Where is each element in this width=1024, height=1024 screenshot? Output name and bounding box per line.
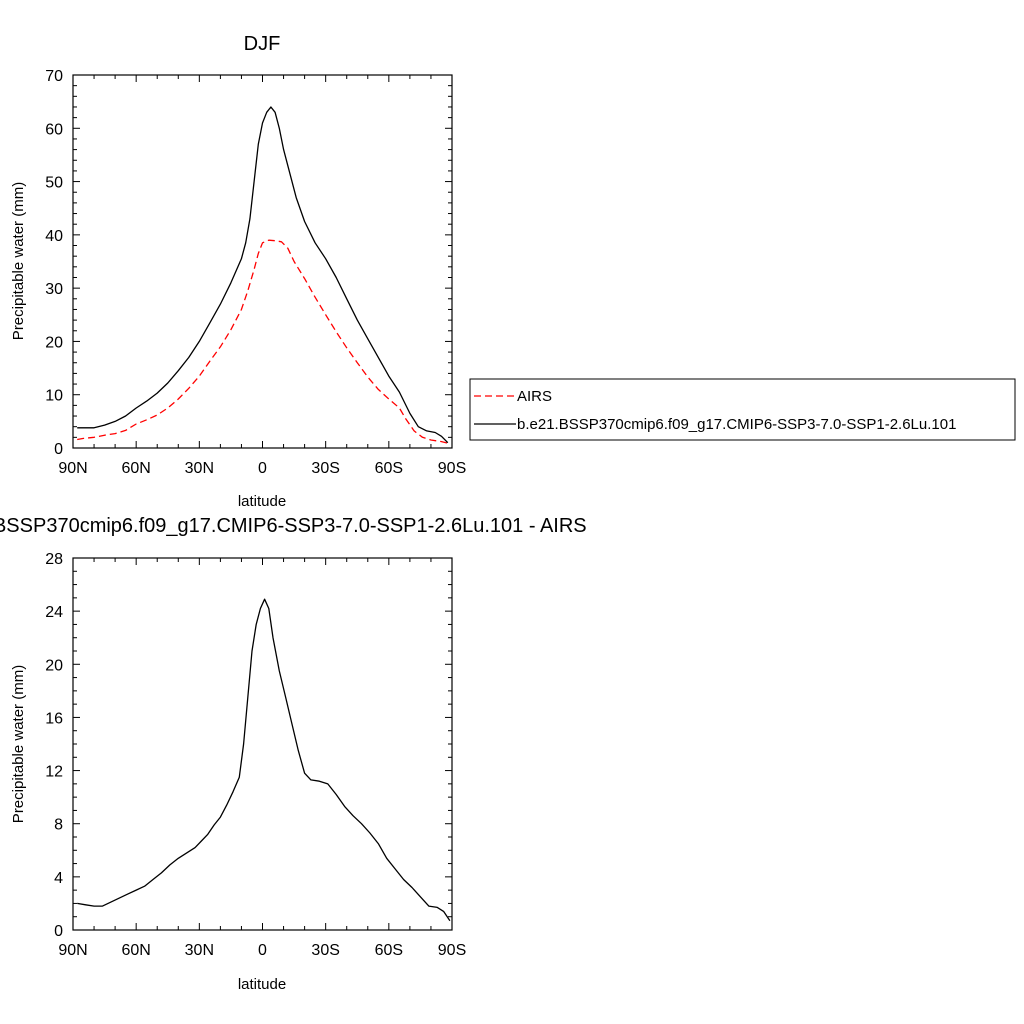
- chart-title: DJF: [244, 33, 281, 55]
- x-tick-label: 30N: [185, 942, 214, 959]
- x-tick-label: 60N: [121, 942, 150, 959]
- y-tick-label: 0: [54, 441, 63, 458]
- x-tick-label: 60S: [375, 942, 403, 959]
- legend-label-airs: AIRS: [517, 388, 552, 405]
- legend-box: [469, 378, 1016, 441]
- x-tick-label: 90S: [438, 942, 466, 959]
- legend-label-model: b.e21.BSSP370cmip6.f09_g17.CMIP6-SSP3-7.…: [517, 416, 956, 433]
- x-tick-label: 90N: [58, 460, 87, 477]
- y-tick-label: 8: [54, 817, 63, 834]
- chart-title: b.e21.BSSP370cmip6.f09_g17.CMIP6-SSP3-7.…: [0, 515, 587, 537]
- x-axis-label: latitude: [238, 493, 286, 510]
- series-line-0: [77, 239, 451, 445]
- y-tick-label: 60: [45, 121, 63, 138]
- x-tick-label: 60S: [375, 460, 403, 477]
- panel-djf: DJF latitude Precipitable water (mm) 90N…: [10, 33, 466, 510]
- y-tick-label: 16: [45, 710, 63, 727]
- x-tick-label: 90N: [58, 942, 87, 959]
- y-tick-label: 70: [45, 68, 63, 85]
- x-tick-label: 30S: [311, 942, 339, 959]
- series-line-1: [77, 106, 449, 444]
- y-tick-label: 20: [45, 334, 63, 351]
- x-tick-label: 0: [258, 942, 267, 959]
- x-tick-label: 90S: [438, 460, 466, 477]
- y-tick-label: 28: [45, 551, 63, 568]
- plot-frame: [72, 557, 453, 931]
- y-tick-label: 50: [45, 175, 63, 192]
- y-tick-label: 10: [45, 388, 63, 405]
- plot-area: 90N 60N 30N 0 30S 60S 90S 0 10 20 30 40 50 60 70: [45, 68, 466, 477]
- y-axis-label: Precipitable water (mm): [10, 665, 27, 823]
- panel-difference: b.e21.BSSP370cmip6.f09_g17.CMIP6-SSP3-7.…: [0, 515, 587, 993]
- plot-frame: [72, 74, 453, 449]
- y-tick-label: 30: [45, 281, 63, 298]
- y-tick-label: 0: [54, 923, 63, 940]
- y-tick-label: 4: [54, 870, 63, 887]
- plot-area: 90N 60N 30N 0 30S 60S 90S 0 4 8 12 16 20 24 28: [45, 551, 466, 959]
- series-line-0: [77, 598, 451, 922]
- y-tick-label: 20: [45, 657, 63, 674]
- y-tick-label: 12: [45, 764, 63, 781]
- x-axis-label: latitude: [238, 976, 286, 993]
- x-tick-label: 30N: [185, 460, 214, 477]
- y-tick-label: 24: [45, 604, 63, 621]
- x-tick-label: 0: [258, 460, 267, 477]
- x-tick-label: 30S: [311, 460, 339, 477]
- x-tick-label: 60N: [121, 460, 150, 477]
- y-tick-label: 40: [45, 228, 63, 245]
- legend: AIRS b.e21.BSSP370cmip6.f09_g17.CMIP6-SS…: [469, 378, 1016, 441]
- y-axis-label: Precipitable water (mm): [10, 182, 27, 340]
